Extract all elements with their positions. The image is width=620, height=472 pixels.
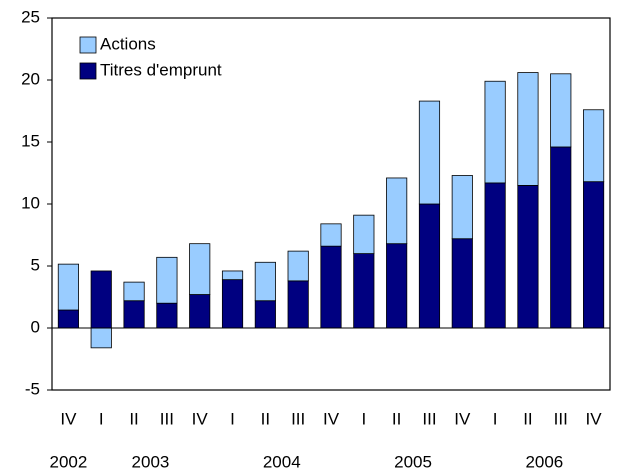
x-tick-label: II [392, 409, 401, 428]
x-tick-label: III [160, 409, 174, 428]
bar-segment [221, 270, 244, 281]
bar-segment [451, 238, 473, 329]
x-tick-label: III [554, 409, 568, 428]
y-tick-label: -5 [25, 379, 40, 398]
x-tick-label: III [291, 409, 305, 428]
year-label: 2005 [394, 452, 432, 471]
bar-segment [451, 175, 473, 240]
x-tick-label: IV [454, 409, 471, 428]
bar-segment [583, 109, 605, 183]
bar-segment [353, 253, 375, 329]
x-tick-label: III [422, 409, 436, 428]
legend-label: Actions [100, 34, 156, 53]
x-tick-label: I [99, 409, 104, 428]
y-tick-label: 5 [31, 255, 40, 274]
year-label: 2004 [263, 452, 301, 471]
bar-segment [57, 309, 79, 329]
bar-segment [517, 72, 539, 186]
bar-segment [189, 294, 211, 329]
bar-segment [320, 245, 342, 329]
y-tick-label: 15 [21, 131, 40, 150]
x-tick-label: II [261, 409, 270, 428]
x-tick-label: II [523, 409, 532, 428]
year-label: 2003 [132, 452, 170, 471]
x-tick-label: IV [323, 409, 340, 428]
y-tick-label: 10 [21, 193, 40, 212]
x-tick-label: I [493, 409, 498, 428]
bar-segment [221, 279, 244, 329]
bar-segment [254, 261, 276, 302]
y-tick-label: 25 [21, 7, 40, 26]
bar-segment [287, 250, 309, 282]
bar-segment [517, 184, 539, 329]
x-tick-label: IV [586, 409, 603, 428]
y-tick-label: 0 [31, 317, 40, 336]
bar-segment [418, 100, 441, 205]
bar-segment [583, 181, 605, 329]
bar-segment [123, 281, 145, 302]
legend-label: Titres d'emprunt [100, 60, 222, 79]
bar-segment [90, 327, 112, 349]
bar-segment [353, 214, 375, 255]
x-tick-label: I [361, 409, 366, 428]
bar-segment [90, 270, 112, 329]
bar-segment [123, 300, 145, 329]
bar-segment [254, 300, 276, 329]
year-label: 2002 [49, 452, 87, 471]
bar-segment [156, 256, 178, 304]
bar-segment [189, 243, 211, 295]
legend-swatch [79, 62, 97, 80]
bar-segment [550, 146, 572, 329]
bar-segment [550, 73, 572, 148]
x-tick-label: IV [192, 409, 209, 428]
bar-segment [484, 80, 506, 184]
bar-segment [57, 263, 79, 311]
plot-frame [51, 17, 611, 391]
bar-segment [418, 203, 441, 329]
bar-segment [386, 177, 408, 245]
y-tick-label: 20 [21, 69, 40, 88]
x-tick-label: I [230, 409, 235, 428]
x-tick-label: II [129, 409, 138, 428]
bar-segment [287, 280, 309, 329]
bar-segment [320, 223, 342, 247]
bar-segment [484, 182, 506, 329]
legend-swatch [79, 36, 97, 54]
x-tick-label: IV [60, 409, 77, 428]
bar-segment [156, 302, 178, 329]
year-label: 2006 [525, 452, 563, 471]
bar-segment [386, 243, 408, 329]
